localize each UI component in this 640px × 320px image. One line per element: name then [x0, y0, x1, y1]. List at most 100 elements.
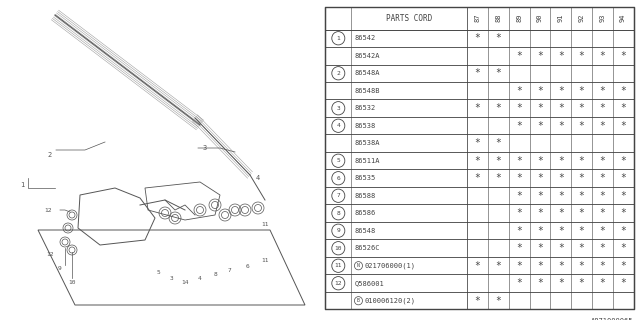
- Text: A871000065: A871000065: [591, 318, 634, 320]
- Text: *: *: [600, 51, 605, 61]
- Text: 86526C: 86526C: [355, 245, 380, 251]
- Text: 86588: 86588: [355, 193, 376, 199]
- Text: *: *: [620, 208, 626, 218]
- Text: 2: 2: [337, 71, 340, 76]
- Text: *: *: [558, 261, 564, 271]
- Text: 92: 92: [579, 14, 584, 22]
- Text: *: *: [579, 86, 584, 96]
- Text: *: *: [558, 226, 564, 236]
- Text: 86548A: 86548A: [355, 70, 380, 76]
- Text: 2: 2: [48, 152, 52, 158]
- Text: *: *: [537, 156, 543, 166]
- Text: *: *: [516, 121, 522, 131]
- Text: *: *: [558, 86, 564, 96]
- Text: *: *: [516, 51, 522, 61]
- Text: *: *: [516, 156, 522, 166]
- Text: *: *: [516, 173, 522, 183]
- Text: 3: 3: [170, 276, 174, 281]
- Text: 1: 1: [337, 36, 340, 41]
- Text: 86548B: 86548B: [355, 88, 380, 94]
- Text: 86542A: 86542A: [355, 53, 380, 59]
- Text: *: *: [600, 261, 605, 271]
- Text: *: *: [475, 261, 481, 271]
- Text: 86535: 86535: [355, 175, 376, 181]
- Text: *: *: [600, 243, 605, 253]
- Text: *: *: [620, 191, 626, 201]
- Text: 12: 12: [46, 252, 54, 258]
- Text: 89: 89: [516, 14, 522, 22]
- Text: *: *: [620, 226, 626, 236]
- Text: *: *: [600, 86, 605, 96]
- Text: 93: 93: [599, 14, 605, 22]
- Text: 10: 10: [335, 246, 342, 251]
- Text: *: *: [537, 243, 543, 253]
- Text: 4: 4: [198, 276, 202, 281]
- Text: *: *: [475, 33, 481, 43]
- Text: *: *: [579, 51, 584, 61]
- Text: *: *: [537, 226, 543, 236]
- Text: B: B: [357, 298, 360, 303]
- Text: 87: 87: [475, 14, 481, 22]
- Text: 11: 11: [261, 222, 269, 228]
- Text: *: *: [600, 191, 605, 201]
- Text: 4: 4: [256, 175, 260, 181]
- Text: *: *: [558, 156, 564, 166]
- Text: Q586001: Q586001: [355, 280, 384, 286]
- Text: *: *: [579, 226, 584, 236]
- Text: 86532: 86532: [355, 105, 376, 111]
- Text: *: *: [579, 208, 584, 218]
- Text: *: *: [579, 278, 584, 288]
- Text: *: *: [620, 261, 626, 271]
- Text: *: *: [537, 191, 543, 201]
- Text: *: *: [475, 138, 481, 148]
- Text: 7: 7: [337, 193, 340, 198]
- Text: PARTS CORD: PARTS CORD: [386, 14, 433, 23]
- Text: *: *: [537, 121, 543, 131]
- Text: *: *: [516, 208, 522, 218]
- Text: *: *: [579, 173, 584, 183]
- Text: 88: 88: [495, 14, 501, 22]
- Text: *: *: [579, 243, 584, 253]
- Text: 86538: 86538: [355, 123, 376, 129]
- Text: 021706000(1): 021706000(1): [365, 262, 415, 269]
- Text: 86586: 86586: [355, 210, 376, 216]
- Text: 6: 6: [337, 176, 340, 181]
- Text: *: *: [579, 103, 584, 113]
- Text: 12: 12: [335, 281, 342, 286]
- Text: 86548: 86548: [355, 228, 376, 234]
- Text: 1: 1: [20, 182, 24, 188]
- Text: N: N: [357, 263, 360, 268]
- Text: *: *: [620, 51, 626, 61]
- Text: *: *: [495, 261, 501, 271]
- Text: 6: 6: [246, 263, 250, 268]
- Text: *: *: [579, 121, 584, 131]
- Text: *: *: [620, 243, 626, 253]
- Text: *: *: [516, 86, 522, 96]
- Text: 5: 5: [337, 158, 340, 163]
- Text: 14: 14: [181, 279, 189, 284]
- Text: 86542: 86542: [355, 35, 376, 41]
- Text: *: *: [537, 51, 543, 61]
- Text: 90: 90: [537, 14, 543, 22]
- Text: *: *: [600, 103, 605, 113]
- Text: *: *: [579, 156, 584, 166]
- Text: *: *: [516, 226, 522, 236]
- Text: 8: 8: [213, 273, 217, 277]
- Text: *: *: [600, 173, 605, 183]
- Text: 3: 3: [337, 106, 340, 111]
- Text: *: *: [537, 278, 543, 288]
- Text: *: *: [495, 296, 501, 306]
- Text: *: *: [558, 51, 564, 61]
- Text: *: *: [516, 103, 522, 113]
- Text: *: *: [558, 191, 564, 201]
- Text: 86538A: 86538A: [355, 140, 380, 146]
- Text: *: *: [620, 278, 626, 288]
- Text: *: *: [600, 278, 605, 288]
- Text: *: *: [495, 33, 501, 43]
- Text: *: *: [558, 243, 564, 253]
- Text: *: *: [516, 191, 522, 201]
- Text: *: *: [600, 226, 605, 236]
- Text: *: *: [620, 103, 626, 113]
- Text: 12: 12: [44, 207, 52, 212]
- Text: *: *: [516, 243, 522, 253]
